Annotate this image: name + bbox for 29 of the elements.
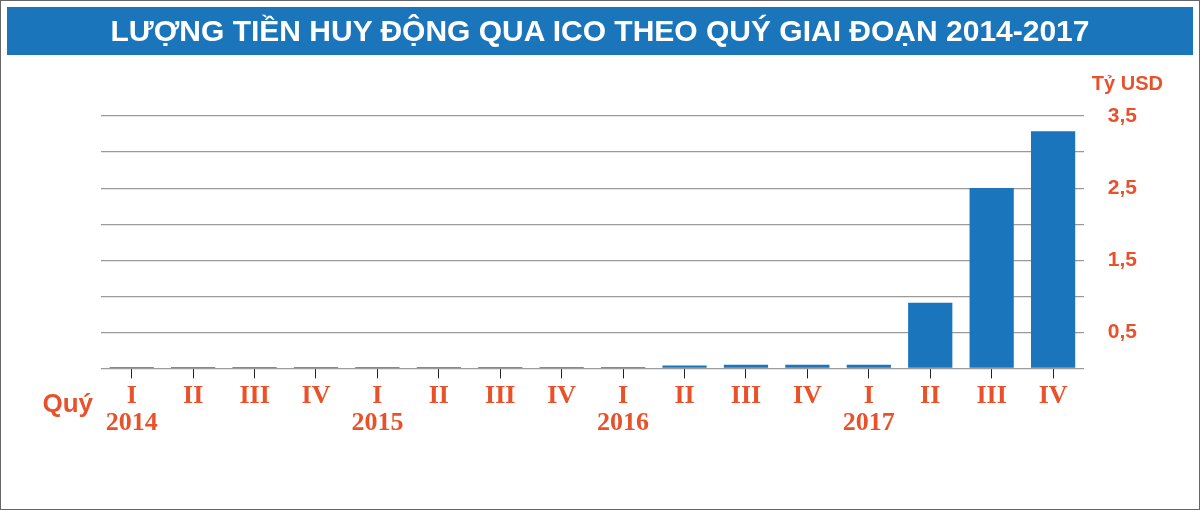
x-tick-label: IV	[792, 379, 823, 409]
x-axis-title: Quý	[42, 388, 94, 419]
x-tick-label: III	[239, 379, 270, 409]
x-tick-label: III	[976, 379, 1007, 409]
x-tick-label: II	[674, 379, 695, 409]
bar	[908, 302, 953, 368]
bar	[846, 364, 891, 368]
x-tick-label: I 2014	[105, 379, 158, 437]
x-tick-label: I 2016	[597, 379, 650, 437]
chart-title: LƯỢNG TIỀN HUY ĐỘNG QUA ICO THEO QUÝ GIAI ĐOẠN 2014-2017	[7, 7, 1193, 55]
bar	[785, 364, 830, 368]
x-tick-label: I 2015	[351, 379, 404, 437]
y-tick-label: 3,5	[1107, 102, 1138, 126]
x-tick-label: III	[485, 379, 516, 409]
x-tick-label: II	[183, 379, 204, 409]
x-tick-label: IV	[547, 379, 577, 409]
y-axis-title: Tỷ USD	[1091, 71, 1163, 94]
y-tick-label: 1,5	[1107, 247, 1138, 271]
y-tick-label: 0,5	[1107, 319, 1138, 343]
x-tick-label: II	[920, 379, 941, 409]
x-tick-label: IV	[301, 379, 331, 409]
bar	[969, 188, 1014, 368]
x-tick-label: I 2017	[842, 379, 895, 437]
bar	[723, 364, 769, 368]
bar	[1030, 131, 1076, 368]
x-tick-label: IV	[1038, 379, 1068, 409]
y-tick-label: 2,5	[1107, 174, 1138, 198]
x-tick-label: III	[730, 379, 762, 409]
x-tick-label: II	[428, 379, 449, 409]
